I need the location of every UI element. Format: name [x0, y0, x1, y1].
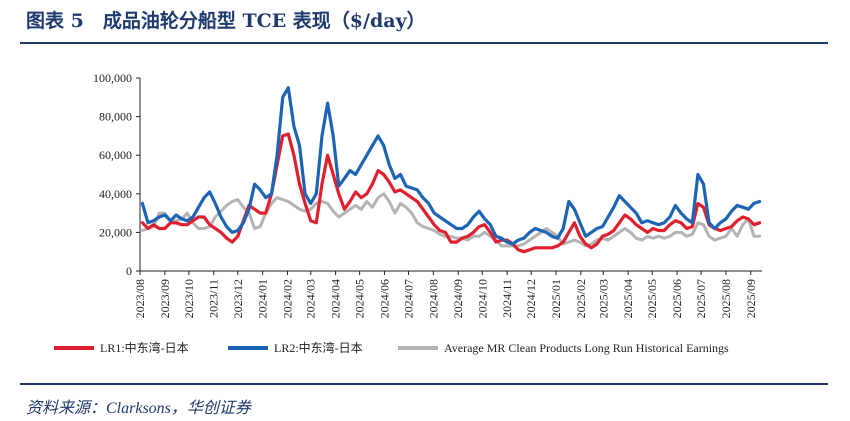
x-tick-label: 2025/03 — [596, 279, 610, 318]
series-lines — [140, 86, 762, 254]
y-tick-label: 80,000 — [99, 110, 132, 124]
chart-legend: LR1:中东湾-日本 LR2:中东湾-日本 Average MR Clean Pro… — [54, 340, 729, 355]
y-tick-label: 0 — [126, 264, 132, 278]
x-tick-label: 2024/03 — [304, 279, 318, 318]
x-tick-label: 2024/04 — [329, 279, 343, 318]
x-tick-label: 2025/08 — [719, 279, 733, 318]
x-tick-label: 2024/08 — [426, 279, 440, 318]
chart-title: 图表 5 成品油轮分船型 TCE 表现（$/day） — [26, 10, 426, 32]
x-tick-label: 2024/10 — [475, 279, 489, 318]
series-line-3 — [140, 192, 762, 248]
y-tick-label: 60,000 — [99, 148, 132, 162]
series-line-2 — [140, 86, 762, 246]
x-tick-label: 2024/06 — [377, 279, 391, 318]
title-rule — [20, 42, 828, 44]
x-tick-label: 2025/06 — [670, 279, 684, 318]
x-tick-label: 2023/09 — [158, 279, 172, 318]
x-tick-label: 2025/09 — [744, 279, 758, 318]
x-tick-label: 2024/09 — [451, 279, 465, 318]
source-note: 资料来源：Clarksons，华创证券 — [26, 400, 251, 417]
x-tick-label: 2025/02 — [574, 279, 588, 318]
x-tick-label: 2024/07 — [402, 279, 416, 318]
x-tick-label: 2024/11 — [500, 279, 514, 318]
x-tick-label: 2025/05 — [645, 279, 659, 318]
x-tick-label: 2023/12 — [231, 279, 245, 318]
source-rule — [20, 383, 828, 385]
legend-label-1: LR1:中东湾-日本 — [100, 340, 189, 355]
legend-label-3: Average MR Clean Products Long Run Histo… — [444, 341, 729, 355]
x-tick-label: 2024/02 — [280, 279, 294, 318]
series-line-1 — [140, 132, 762, 254]
y-tick-label: 40,000 — [99, 187, 132, 201]
x-tick-label: 2024/05 — [353, 279, 367, 318]
x-tick-label: 2023/11 — [207, 279, 221, 318]
chart-axes: 0 20,000 40,000 60,000 80,000 100,000 2023/08 2… — [93, 71, 762, 318]
x-tick-label: 2025/04 — [621, 279, 635, 318]
legend-label-2: LR2:中东湾-日本 — [274, 340, 363, 355]
x-tick-label: 2023/08 — [133, 279, 147, 318]
x-tick-label: 2024/01 — [256, 279, 270, 318]
y-tick-label: 20,000 — [99, 225, 132, 239]
x-tick-label: 2023/10 — [182, 279, 196, 318]
x-tick-label: 2025/07 — [694, 279, 708, 318]
x-tick-label: 2025/01 — [549, 279, 563, 318]
x-tick-label: 2024/12 — [524, 279, 538, 318]
y-tick-label: 100,000 — [93, 71, 132, 85]
